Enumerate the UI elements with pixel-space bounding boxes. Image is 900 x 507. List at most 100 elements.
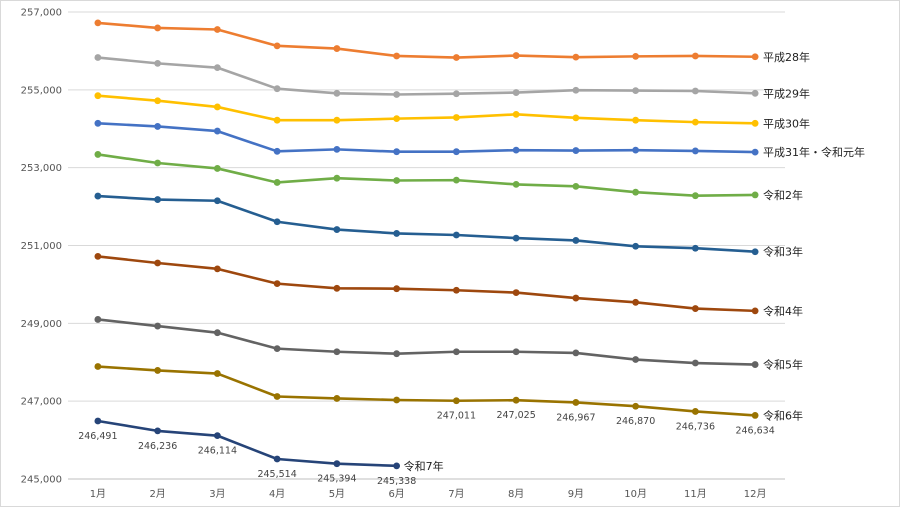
data-point (213, 370, 221, 377)
data-point (94, 192, 102, 200)
data-point (751, 119, 759, 127)
data-point (273, 218, 281, 226)
data-point (213, 103, 221, 111)
data-point (691, 244, 699, 252)
data-point (333, 174, 341, 182)
data-point (572, 86, 580, 94)
data-point (213, 265, 221, 273)
data-point (273, 42, 281, 50)
data-point (333, 395, 341, 402)
series-label: 平成31年・令和元年 (763, 145, 865, 159)
series-labels: 平成28年平成29年平成30年平成31年・令和元年令和2年令和3年令和4年令和5… (404, 50, 865, 473)
data-point (94, 19, 102, 27)
data-point (632, 116, 640, 124)
data-point (333, 348, 341, 356)
y-axis: 245,000 247,000 249,000 251,000 253,000 255,0… (21, 8, 62, 486)
data-point (393, 350, 401, 358)
data-point (452, 231, 460, 239)
series-label: 令和7年 (404, 459, 444, 473)
series-label: 令和6年 (763, 408, 803, 422)
y-tick-label: 249,000 (21, 319, 62, 330)
data-point (632, 356, 640, 363)
data-point (154, 123, 162, 130)
series-2 (94, 92, 759, 127)
data-point (154, 196, 162, 203)
series-label: 平成29年 (763, 86, 810, 100)
data-point (94, 151, 102, 158)
data-point (94, 363, 102, 370)
series-line (96, 419, 398, 468)
x-tick-label: 6月 (388, 488, 404, 500)
x-tick-label: 2月 (149, 488, 165, 500)
series-0 (94, 19, 759, 61)
data-point (94, 119, 102, 127)
data-point (273, 455, 281, 463)
data-point (751, 412, 759, 419)
data-point (452, 114, 460, 121)
series-4 (94, 151, 759, 200)
data-point (273, 85, 281, 93)
data-point (213, 197, 221, 205)
data-point (632, 188, 640, 196)
data-point (751, 307, 759, 315)
data-label: 247,025 (496, 410, 535, 421)
x-tick-label: 7月 (448, 488, 464, 500)
x-axis: 1月 2月 3月 4月 5月 6月 7月 8月 9月 10月 11月 12月 (90, 488, 767, 500)
data-point (393, 396, 401, 404)
x-tick-label: 11月 (684, 488, 707, 500)
y-tick-label: 251,000 (21, 241, 62, 252)
series-label: 令和3年 (763, 245, 803, 259)
series-line (96, 122, 757, 154)
data-point (333, 45, 341, 52)
data-point (512, 110, 520, 118)
data-point (333, 284, 341, 292)
series-group (94, 19, 759, 470)
data-point (333, 460, 341, 468)
data-point (572, 53, 580, 61)
data-point (751, 89, 759, 97)
data-point (393, 230, 401, 237)
data-point (452, 90, 460, 98)
data-point (691, 118, 699, 126)
data-point (512, 234, 520, 242)
data-point (273, 147, 281, 155)
data-point (393, 148, 401, 156)
data-point (512, 181, 520, 188)
data-point (94, 316, 102, 323)
data-point (691, 305, 699, 312)
data-point (154, 427, 162, 435)
data-label: 245,338 (377, 476, 416, 487)
x-tick-label: 10月 (624, 488, 647, 500)
data-point (154, 159, 162, 167)
data-point (333, 116, 341, 124)
data-point (213, 165, 221, 172)
data-point (452, 397, 460, 405)
data-point (751, 361, 759, 368)
series-5 (94, 192, 759, 256)
data-point (213, 432, 221, 440)
data-label: 247,011 (437, 411, 476, 422)
y-tick-label: 245,000 (21, 475, 62, 486)
data-point (751, 191, 759, 199)
y-tick-label: 247,000 (21, 397, 62, 408)
data-point (94, 92, 102, 100)
series-label: 令和5年 (763, 358, 803, 372)
data-point (452, 54, 460, 61)
data-point (154, 24, 162, 32)
data-point (273, 345, 281, 353)
series-7 (94, 316, 759, 368)
data-point (154, 59, 162, 67)
data-point (572, 114, 580, 122)
data-point (393, 177, 401, 184)
data-point (691, 147, 699, 155)
data-point (213, 329, 221, 337)
series-label: 平成28年 (763, 50, 810, 64)
series-1 (94, 54, 759, 98)
data-point (213, 64, 221, 72)
data-point (632, 298, 640, 306)
data-point (393, 285, 401, 293)
y-tick-label: 255,000 (21, 85, 62, 96)
data-point (751, 53, 759, 61)
data-point (632, 242, 640, 250)
